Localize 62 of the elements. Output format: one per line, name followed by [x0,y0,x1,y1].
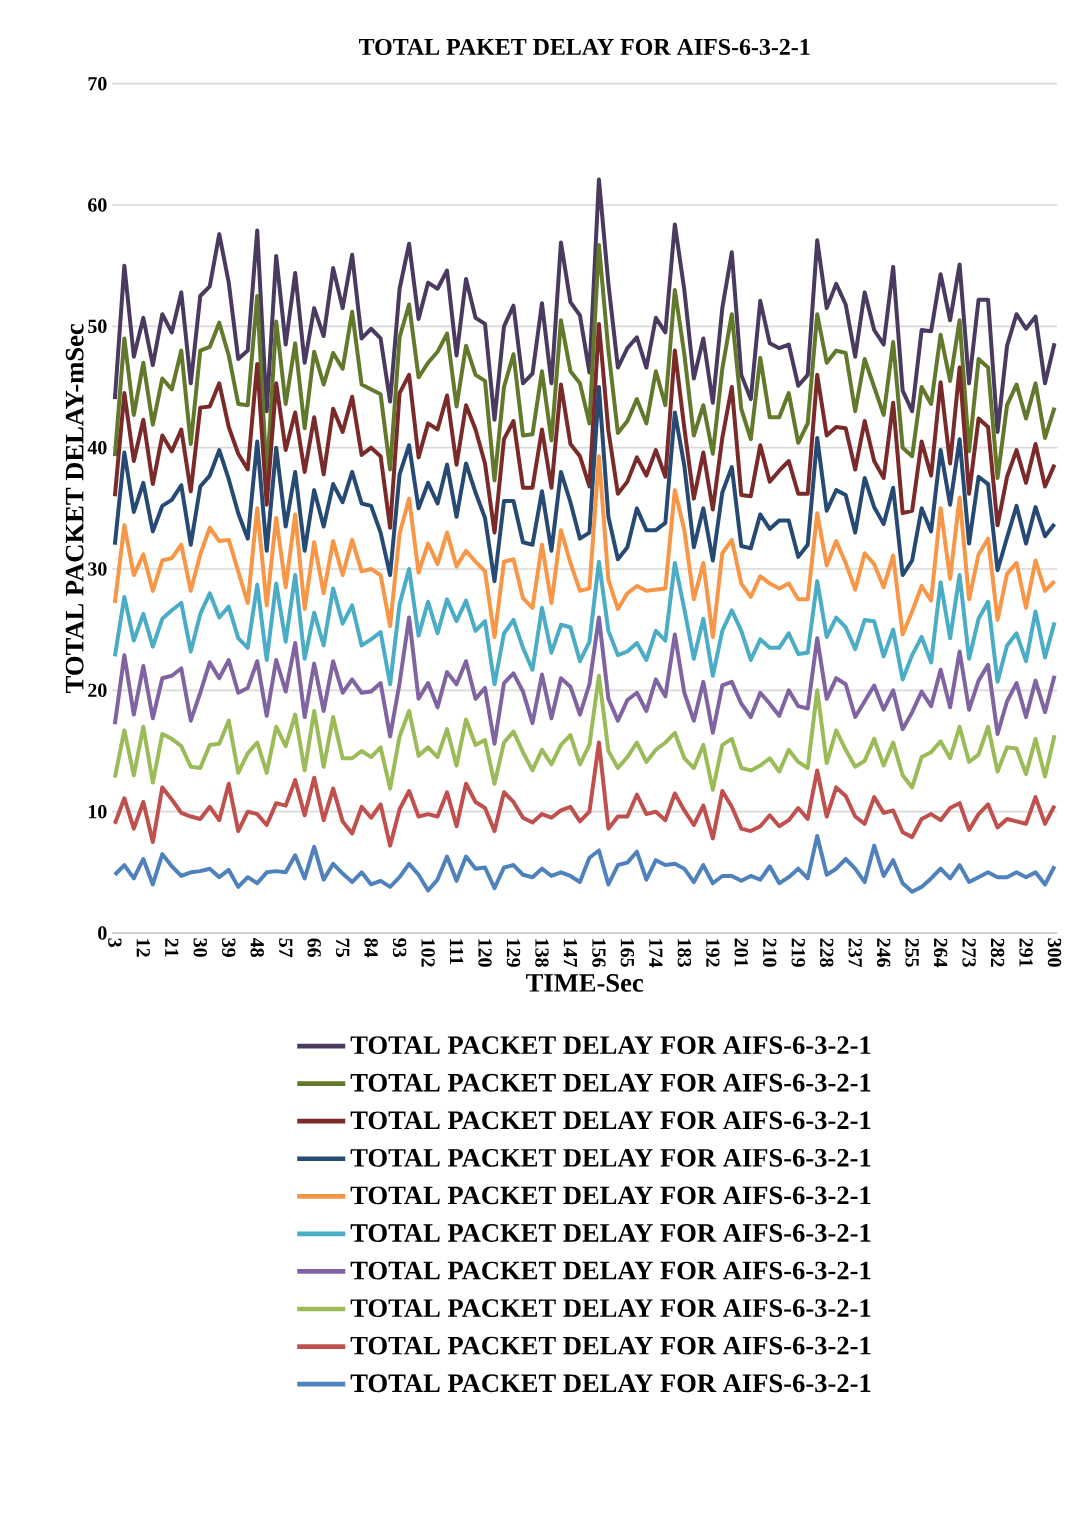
y-tick-label: 70 [88,76,107,91]
legend-label: TOTAL PACKET DELAY FOR AIFS-6-3-2-1 [350,1111,871,1130]
line-series [112,559,1057,687]
x-tick-label: 39 [222,938,236,957]
x-tick-label: 282 [990,938,1005,967]
x-tick-label: 147 [563,939,578,968]
y-tick-label: 30 [88,562,107,576]
legend-label: TOTAL PACKET DELAY FOR AIFS-6-3-2-1 [350,1148,871,1167]
line-series [112,833,1057,894]
legend-label: TOTAL PACKET DELAY FOR AIFS-6-3-2-1 [350,1374,871,1393]
x-tick-label: 165 [620,939,635,967]
line-series [112,177,1057,434]
x-tick-label: 138 [535,939,549,967]
x-tick-label: 12 [136,939,150,957]
y-axis-title: TOTAL PACKET DELAY-mSec [65,323,84,693]
line-series [112,673,1057,792]
x-tick-label: 75 [336,938,350,957]
x-axis-title: TIME-Sec [526,974,644,992]
x-tick-label: 111 [449,939,464,965]
x-tick-label: 291 [1019,938,1033,967]
x-tick-label: 237 [848,938,862,968]
y-tick-label: 40 [87,440,107,455]
x-tick-label: 129 [506,939,521,967]
x-tick-label: 264 [933,938,948,968]
x-tick-label: 255 [905,938,919,967]
legend-label: TOTAL PACKET DELAY FOR AIFS-6-3-2-1 [350,1299,871,1318]
chart-title: TOTAL PAKET DELAY FOR AIFS-6-3-2-1 [358,38,810,55]
x-tick-label: 192 [706,939,720,967]
x-tick-label: 300 [1047,938,1062,967]
x-tick-label: 48 [250,937,264,957]
line-series [112,615,1057,746]
x-tick-label: 57 [279,938,293,958]
legend-label: TOTAL PACKET DELAY FOR AIFS-6-3-2-1 [350,1186,871,1205]
x-tick-label: 93 [392,938,407,957]
legend-label: TOTAL PACKET DELAY FOR AIFS-6-3-2-1 [350,1261,871,1280]
y-tick-label: 60 [88,198,107,212]
line-series [112,384,1057,584]
x-tick-label: 219 [791,938,805,967]
y-tick-label: 10 [88,804,107,819]
x-tick-label: 156 [592,939,606,967]
legend-label: TOTAL PACKET DELAY FOR AIFS-6-3-2-1 [350,1073,871,1092]
y-tick-label: 0 [98,926,107,940]
x-tick-label: 246 [876,938,891,967]
legend-label: TOTAL PACKET DELAY FOR AIFS-6-3-2-1 [350,1036,871,1055]
x-tick-label: 228 [820,938,834,967]
line-series [112,321,1057,535]
x-tick-label: 120 [478,939,492,967]
x-tick-label: 273 [962,938,976,967]
x-tick-label: 210 [763,938,777,967]
legend-label: TOTAL PACKET DELAY FOR AIFS-6-3-2-1 [350,1336,871,1355]
y-tick-label: 20 [88,683,107,698]
x-tick-label: 201 [734,938,749,967]
y-tick-label: 50 [88,319,107,334]
x-tick-label: 102 [421,939,435,967]
x-tick-label: 84 [364,938,378,958]
x-tick-label: 66 [307,938,321,958]
x-tick-label: 21 [165,938,179,957]
x-tick-label: 3 [108,938,122,947]
x-tick-label: 183 [677,939,692,967]
legend-label: TOTAL PACKET DELAY FOR AIFS-6-3-2-1 [350,1224,871,1242]
x-tick-label: 174 [649,939,663,968]
x-tick-label: 30 [193,938,207,957]
